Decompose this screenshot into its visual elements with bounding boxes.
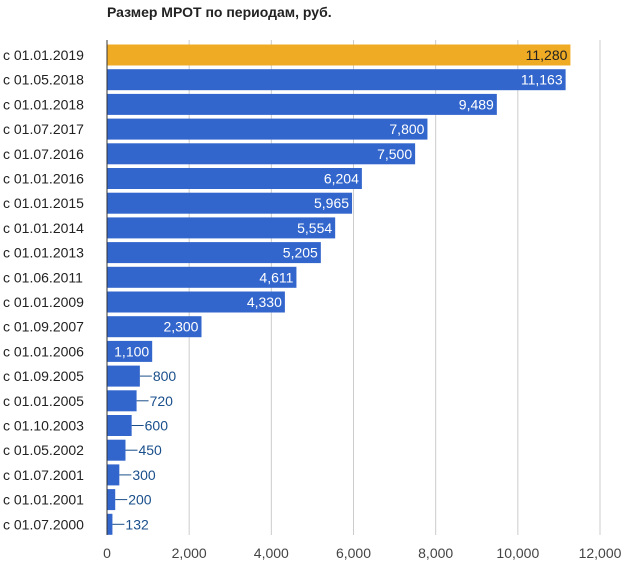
data-label: 1,100 bbox=[114, 343, 149, 359]
data-label: 5,205 bbox=[283, 245, 318, 261]
category-label: с 01.01.2015 bbox=[3, 195, 84, 211]
x-tick-label: 12,000 bbox=[579, 545, 622, 561]
data-label: 800 bbox=[153, 368, 177, 384]
category-label: с 01.05.2018 bbox=[3, 72, 84, 88]
data-label: 4,330 bbox=[247, 294, 282, 310]
data-label: 11,280 bbox=[526, 47, 568, 63]
bar bbox=[107, 143, 416, 165]
bar bbox=[107, 291, 285, 313]
bar bbox=[107, 513, 113, 535]
bar bbox=[107, 192, 353, 214]
category-label: с 01.01.2005 bbox=[3, 393, 84, 409]
category-label: с 01.07.2016 bbox=[3, 146, 84, 162]
category-label: с 01.01.2009 bbox=[3, 294, 84, 310]
bar bbox=[107, 415, 132, 436]
bar bbox=[107, 168, 362, 189]
data-label: 4,611 bbox=[259, 269, 293, 285]
category-label: с 01.07.2017 bbox=[3, 121, 84, 137]
data-label: 132 bbox=[125, 516, 149, 532]
category-label: с 01.01.2019 bbox=[3, 47, 84, 63]
x-tick-label: 2,000 bbox=[172, 545, 207, 561]
category-label: с 01.09.2005 bbox=[3, 368, 84, 384]
data-label: 7,800 bbox=[389, 121, 424, 137]
category-label: с 01.07.2000 bbox=[3, 516, 84, 532]
data-label: 2,300 bbox=[163, 319, 198, 335]
category-label: с 01.09.2007 bbox=[3, 319, 84, 335]
data-label: 300 bbox=[132, 467, 156, 483]
data-label: 5,965 bbox=[314, 195, 349, 211]
bar bbox=[107, 390, 137, 412]
data-label: 200 bbox=[128, 492, 152, 508]
bar bbox=[107, 44, 571, 66]
bar bbox=[107, 316, 202, 338]
category-label: с 01.06.2011 bbox=[3, 269, 83, 285]
x-tick-label: 4,000 bbox=[254, 545, 289, 561]
category-label: с 01.10.2003 bbox=[3, 418, 84, 434]
bar bbox=[107, 217, 336, 239]
bar bbox=[107, 365, 140, 387]
data-label: 720 bbox=[150, 393, 174, 409]
category-label: с 01.05.2002 bbox=[3, 442, 84, 458]
category-label: с 01.01.2016 bbox=[3, 171, 84, 187]
bar bbox=[107, 489, 116, 511]
category-label: с 01.01.2014 bbox=[3, 220, 84, 236]
bar bbox=[107, 93, 497, 115]
bar bbox=[107, 266, 297, 288]
category-label: с 01.01.2006 bbox=[3, 343, 84, 359]
bar bbox=[107, 340, 153, 362]
chart-title: Размер МРОТ по периодам, руб. bbox=[107, 4, 332, 20]
data-label: 450 bbox=[138, 442, 162, 458]
category-label: с 01.01.2013 bbox=[3, 245, 84, 261]
data-label: 9,489 bbox=[459, 96, 494, 112]
x-tick-label: 0 bbox=[103, 545, 111, 561]
bar bbox=[107, 242, 321, 264]
category-label: с 01.07.2001 bbox=[3, 467, 84, 483]
bar bbox=[107, 118, 428, 140]
data-label: 600 bbox=[145, 418, 169, 434]
category-label: с 01.01.2018 bbox=[3, 96, 84, 112]
bar bbox=[107, 69, 566, 91]
data-label: 11,163 bbox=[521, 72, 563, 88]
data-label: 5,554 bbox=[297, 220, 332, 236]
x-tick-label: 10,000 bbox=[496, 545, 539, 561]
data-label: 6,204 bbox=[324, 171, 359, 187]
x-tick-label: 6,000 bbox=[336, 545, 371, 561]
bar bbox=[107, 439, 126, 461]
data-label: 7,500 bbox=[377, 146, 412, 162]
x-tick-label: 8,000 bbox=[418, 545, 453, 561]
category-label: с 01.01.2001 bbox=[3, 492, 84, 508]
bar bbox=[107, 464, 120, 486]
